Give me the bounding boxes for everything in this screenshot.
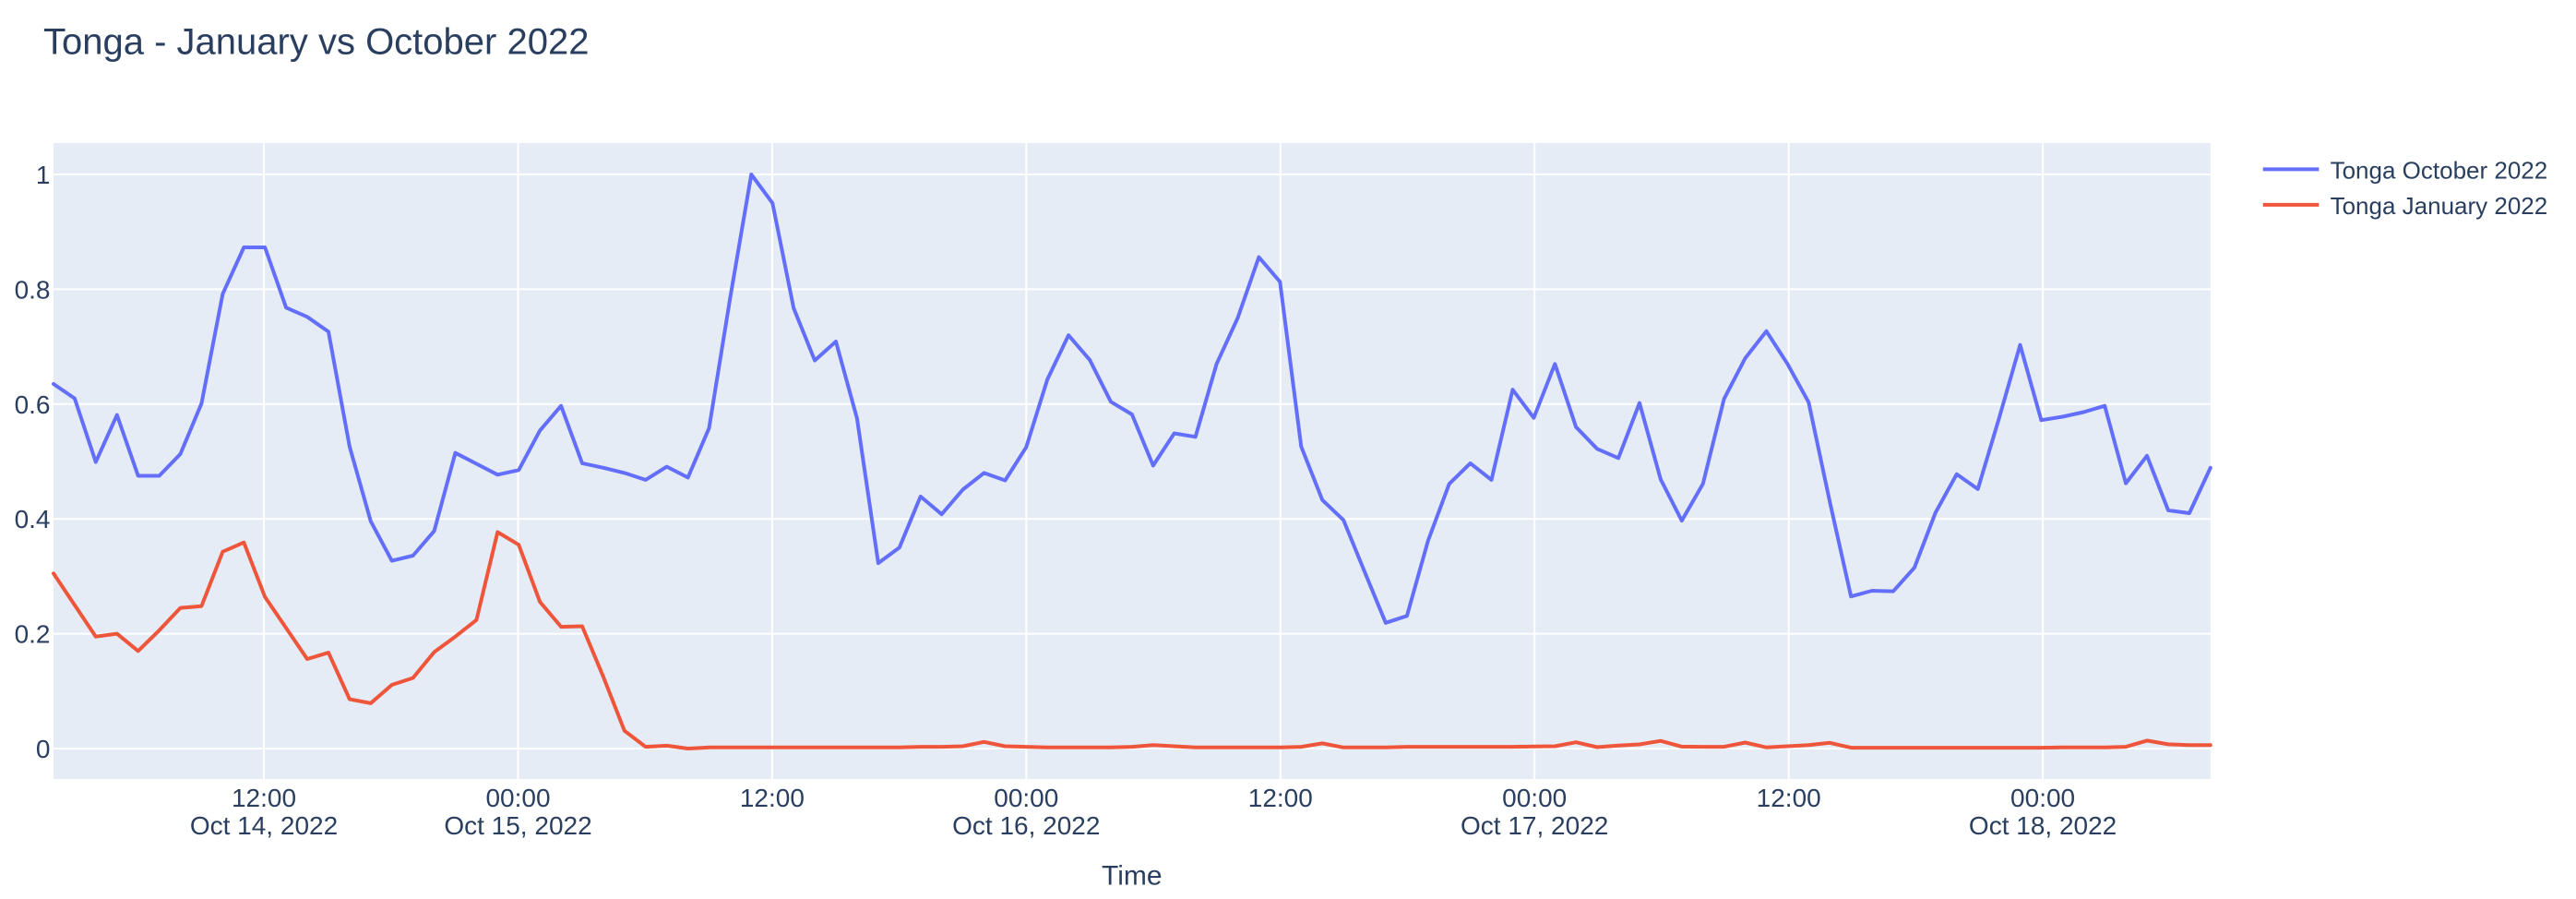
svg-text:1: 1 <box>36 161 51 189</box>
svg-text:0.2: 0.2 <box>15 620 51 649</box>
svg-text:Oct 16, 2022: Oct 16, 2022 <box>952 811 1100 840</box>
svg-text:Time: Time <box>1102 861 1163 892</box>
svg-text:Oct 15, 2022: Oct 15, 2022 <box>444 811 591 840</box>
svg-text:00:00: 00:00 <box>485 784 550 812</box>
svg-text:12:00: 12:00 <box>1248 784 1313 812</box>
svg-text:00:00: 00:00 <box>1502 784 1567 812</box>
svg-text:Oct 14, 2022: Oct 14, 2022 <box>190 811 338 840</box>
svg-text:0.6: 0.6 <box>15 390 51 419</box>
svg-text:0: 0 <box>36 735 51 763</box>
svg-text:0.4: 0.4 <box>15 505 51 533</box>
svg-text:Tonga - January vs October 202: Tonga - January vs October 2022 <box>43 21 589 62</box>
svg-text:12:00: 12:00 <box>740 784 805 812</box>
svg-text:0.8: 0.8 <box>15 275 51 304</box>
svg-text:Tonga January 2022: Tonga January 2022 <box>2331 192 2548 220</box>
svg-text:00:00: 00:00 <box>994 784 1058 812</box>
svg-text:00:00: 00:00 <box>2010 784 2075 812</box>
svg-text:Tonga October 2022: Tonga October 2022 <box>2331 157 2548 185</box>
svg-text:Oct 17, 2022: Oct 17, 2022 <box>1461 811 1608 840</box>
svg-text:12:00: 12:00 <box>232 784 296 812</box>
svg-text:Oct 18, 2022: Oct 18, 2022 <box>1969 811 2117 840</box>
svg-text:12:00: 12:00 <box>1757 784 1821 812</box>
